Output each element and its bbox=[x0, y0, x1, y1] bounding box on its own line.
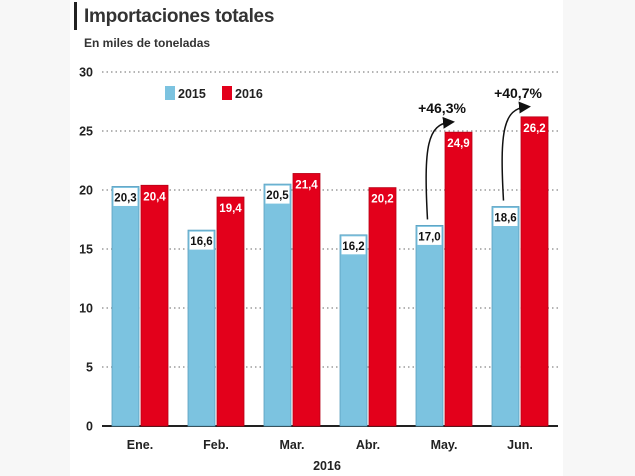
x-tick-label: Ene. bbox=[127, 438, 153, 452]
x-tick-label: Mar. bbox=[279, 438, 304, 452]
bar-label-box bbox=[113, 187, 138, 206]
y-tick-label: 10 bbox=[79, 302, 93, 316]
bar-2016 bbox=[520, 116, 549, 427]
legend-swatch-2016 bbox=[222, 86, 232, 100]
growth-annotation: +40,7% bbox=[494, 85, 542, 101]
y-tick-label: 30 bbox=[79, 66, 93, 80]
x-tick-label: May. bbox=[431, 438, 458, 452]
growth-arrow bbox=[501, 101, 531, 201]
y-tick-label: 25 bbox=[79, 125, 93, 139]
growth-annotation: +46,3% bbox=[418, 100, 466, 116]
bar-value-label: 24,9 bbox=[447, 138, 469, 150]
title-accent-bar bbox=[74, 2, 77, 30]
x-tick-label: Abr. bbox=[356, 438, 380, 452]
chart-subtitle: En miles de toneladas bbox=[84, 36, 211, 50]
bar-value-label: 16,2 bbox=[342, 241, 364, 253]
left-margin bbox=[0, 0, 70, 476]
bar-value-label: 18,6 bbox=[494, 213, 516, 225]
bar-value-label: 20,5 bbox=[266, 190, 289, 202]
bar-2015 bbox=[339, 234, 368, 427]
bar-value-label: 20,2 bbox=[371, 194, 393, 206]
bar-value-label: 20,3 bbox=[114, 192, 136, 204]
bar-label-box bbox=[265, 185, 290, 204]
bar-value-label: 19,4 bbox=[219, 203, 242, 215]
bar-2015 bbox=[491, 206, 520, 427]
bar-2015 bbox=[415, 224, 444, 427]
bar-2016 bbox=[140, 184, 169, 427]
bar-label-box bbox=[493, 208, 518, 227]
growth-arrow bbox=[425, 116, 455, 220]
bar-label-box bbox=[189, 231, 214, 250]
legend-swatch-2015 bbox=[165, 86, 175, 100]
bar-2016 bbox=[444, 131, 473, 427]
x-tick-label: Feb. bbox=[203, 438, 229, 452]
bar-value-label: 16,6 bbox=[190, 236, 212, 248]
axes: 0 5 10 15 20 25 30 Ene. Feb. Mar. Abr. May. Jun. 2016 bbox=[79, 66, 558, 473]
bar-label-box bbox=[417, 226, 442, 245]
bar-value-label: 21,4 bbox=[295, 179, 318, 191]
legend-label-2015: 2015 bbox=[178, 87, 206, 101]
right-margin bbox=[563, 0, 635, 476]
bar-2016 bbox=[216, 196, 245, 427]
x-axis-label: 2016 bbox=[313, 459, 341, 473]
gridlines bbox=[102, 71, 558, 368]
legend-label-2016: 2016 bbox=[235, 87, 263, 101]
bars: 20,3 20,4 16,6 19,4 20,5 21,4 16,2 20,2 17,0 24,9… bbox=[111, 116, 549, 427]
bar-label-box bbox=[341, 236, 366, 255]
bar-2016 bbox=[368, 187, 397, 427]
chart-title: Importaciones totales bbox=[84, 6, 275, 27]
annotations: +46,3% +40,7% bbox=[418, 85, 542, 220]
y-tick-label: 15 bbox=[79, 243, 93, 257]
bar-2016 bbox=[292, 173, 321, 427]
y-tick-label: 0 bbox=[86, 420, 93, 434]
y-tick-label: 5 bbox=[86, 361, 93, 375]
bar-2015 bbox=[187, 229, 216, 427]
bar-value-label: 17,0 bbox=[418, 231, 440, 243]
bar-value-label: 20,4 bbox=[143, 191, 166, 203]
bar-2015 bbox=[111, 186, 140, 427]
legend: 2015 2016 bbox=[165, 86, 263, 101]
bar-value-label: 26,2 bbox=[523, 123, 545, 135]
x-tick-label: Jun. bbox=[507, 438, 533, 452]
bar-2015 bbox=[263, 183, 292, 427]
y-tick-label: 20 bbox=[79, 184, 93, 198]
